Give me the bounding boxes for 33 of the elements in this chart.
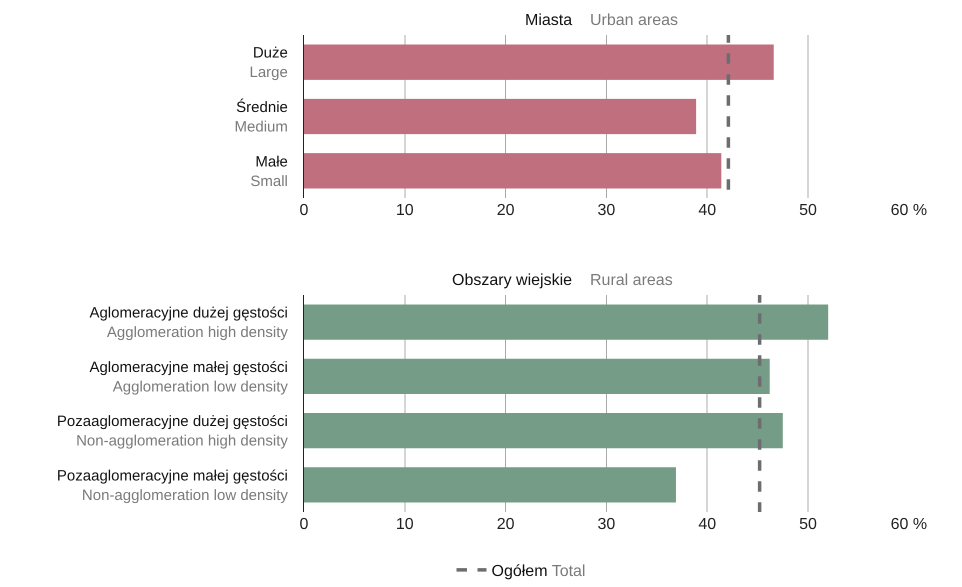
x-tick-label: 60 % bbox=[890, 202, 928, 219]
legend-label: Ogółem Total bbox=[492, 563, 586, 580]
y-tick-label: Aglomeracyjne małej gęstości Agglomeration low density bbox=[89, 358, 288, 396]
x-tick-label: 10 bbox=[396, 516, 414, 533]
y-tick-label: Pozaaglomeracyjne dużej gęstości Non-agglomeration high density bbox=[56, 413, 288, 450]
x-tick-label: 50 bbox=[799, 516, 818, 533]
x-tick-label: 20 bbox=[496, 516, 515, 533]
y-tick-label: Średnie Medium bbox=[234, 98, 288, 136]
y-tick-label: Pozaaglomeracyjne małej gęstości Non-agglomeration low density bbox=[56, 467, 288, 504]
bar bbox=[304, 44, 774, 80]
bar bbox=[304, 304, 828, 340]
x-tick-label: 30 bbox=[598, 202, 616, 219]
y-tick-label: Aglomeracyjne dużej gęstości Agglomeration high density bbox=[89, 304, 288, 342]
bar bbox=[304, 467, 676, 503]
x-tick-label: 10 bbox=[396, 202, 414, 219]
x-tick-label: 40 bbox=[698, 516, 716, 533]
x-tick-label: 30 bbox=[598, 516, 616, 533]
chart-title: Miasta bbox=[525, 12, 572, 29]
bar bbox=[304, 98, 696, 134]
x-tick-label: 50 bbox=[799, 202, 818, 219]
x-tick-label: 60 % bbox=[890, 516, 928, 533]
x-tick-label: 20 bbox=[496, 202, 515, 219]
y-tick-label: Małe Small bbox=[250, 153, 288, 190]
x-tick-label: 0 bbox=[300, 516, 309, 533]
chart-title: Obszary wiejskie bbox=[452, 272, 572, 289]
bar bbox=[304, 153, 722, 188]
bar bbox=[304, 358, 770, 394]
y-tick-label: Duże Large bbox=[250, 44, 288, 82]
bar bbox=[304, 412, 783, 448]
x-tick-label: 0 bbox=[300, 202, 309, 219]
chart-subtitle: Urban areas bbox=[590, 12, 678, 29]
x-tick-label: 40 bbox=[698, 202, 716, 219]
chart-subtitle: Rural areas bbox=[590, 272, 673, 289]
